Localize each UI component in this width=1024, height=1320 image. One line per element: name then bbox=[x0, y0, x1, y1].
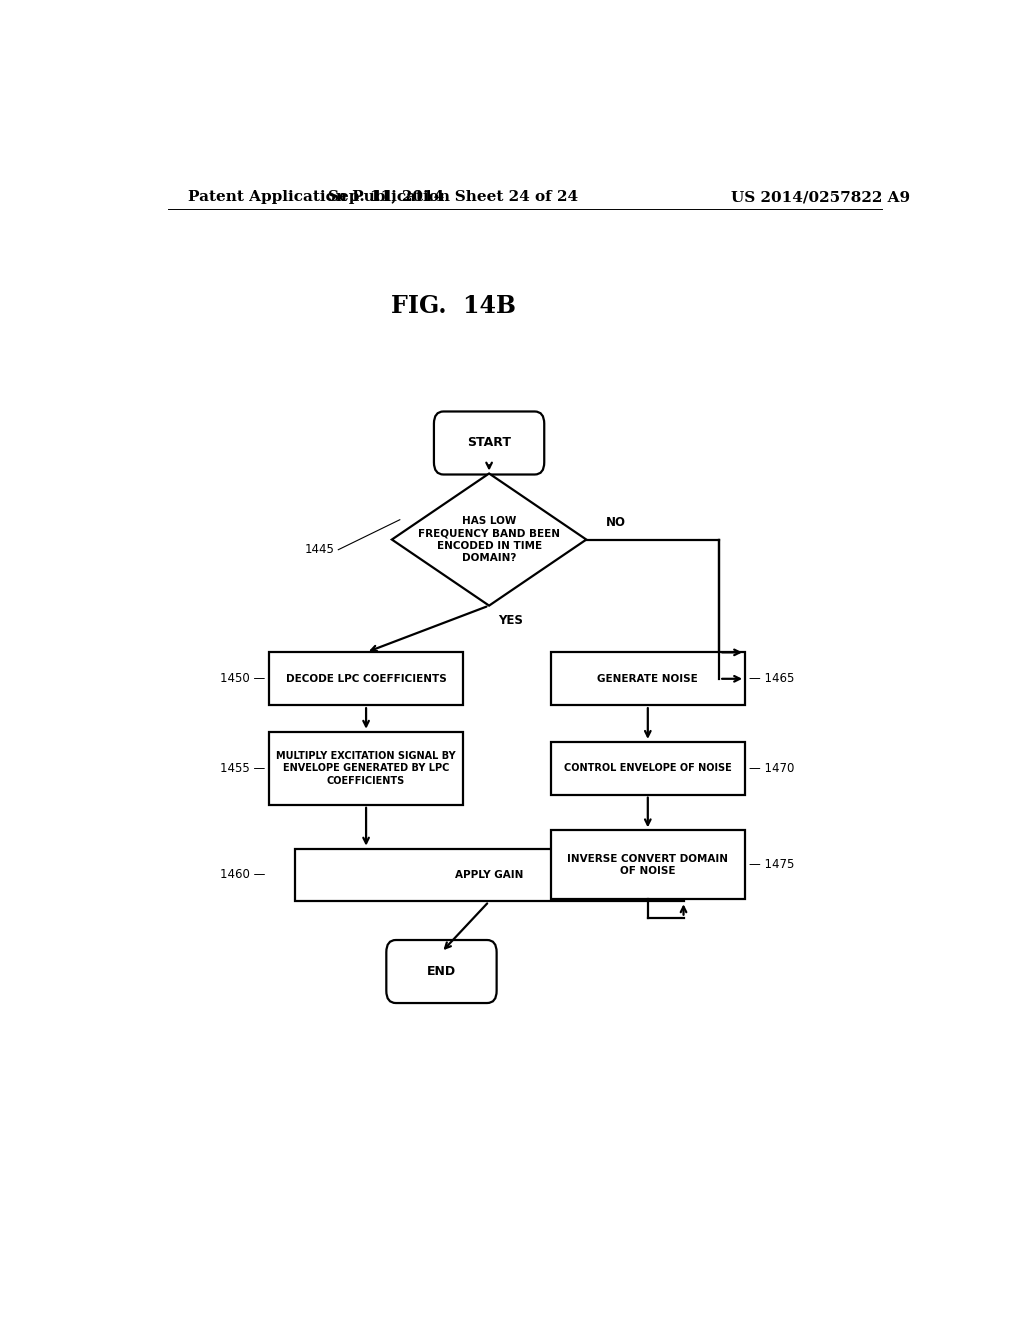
Text: US 2014/0257822 A9: US 2014/0257822 A9 bbox=[731, 190, 910, 205]
Text: 1460 —: 1460 — bbox=[219, 869, 265, 882]
Text: 1445: 1445 bbox=[304, 544, 334, 556]
Text: 1455 —: 1455 — bbox=[219, 762, 265, 775]
Text: DECODE LPC COEFFICIENTS: DECODE LPC COEFFICIENTS bbox=[286, 673, 446, 684]
Text: 1450 —: 1450 — bbox=[219, 672, 265, 685]
Text: YES: YES bbox=[499, 614, 523, 627]
Bar bbox=[551, 652, 745, 705]
Text: — 1475: — 1475 bbox=[749, 858, 795, 871]
Text: Sep. 11, 2014  Sheet 24 of 24: Sep. 11, 2014 Sheet 24 of 24 bbox=[329, 190, 579, 205]
FancyBboxPatch shape bbox=[434, 412, 544, 474]
Text: — 1465: — 1465 bbox=[749, 672, 795, 685]
Text: MULTIPLY EXCITATION SIGNAL BY
ENVELOPE GENERATED BY LPC
COEFFICIENTS: MULTIPLY EXCITATION SIGNAL BY ENVELOPE G… bbox=[276, 751, 456, 785]
Text: CONTROL ENVELOPE OF NOISE: CONTROL ENVELOPE OF NOISE bbox=[564, 763, 732, 774]
Text: FIG.  14B: FIG. 14B bbox=[391, 294, 516, 318]
Text: APPLY GAIN: APPLY GAIN bbox=[455, 870, 523, 880]
Text: Patent Application Publication: Patent Application Publication bbox=[187, 190, 450, 205]
Text: NO: NO bbox=[606, 516, 626, 529]
Text: INVERSE CONVERT DOMAIN
OF NOISE: INVERSE CONVERT DOMAIN OF NOISE bbox=[567, 854, 728, 876]
Bar bbox=[551, 830, 745, 899]
Polygon shape bbox=[392, 474, 587, 606]
Bar bbox=[551, 742, 745, 795]
Text: — 1470: — 1470 bbox=[749, 762, 795, 775]
Bar bbox=[269, 731, 463, 805]
Text: START: START bbox=[467, 437, 511, 450]
Bar bbox=[269, 652, 463, 705]
Text: END: END bbox=[427, 965, 456, 978]
Bar bbox=[295, 849, 684, 902]
Text: HAS LOW
FREQUENCY BAND BEEN
ENCODED IN TIME
DOMAIN?: HAS LOW FREQUENCY BAND BEEN ENCODED IN T… bbox=[418, 516, 560, 564]
Text: GENERATE NOISE: GENERATE NOISE bbox=[597, 673, 698, 684]
FancyBboxPatch shape bbox=[386, 940, 497, 1003]
